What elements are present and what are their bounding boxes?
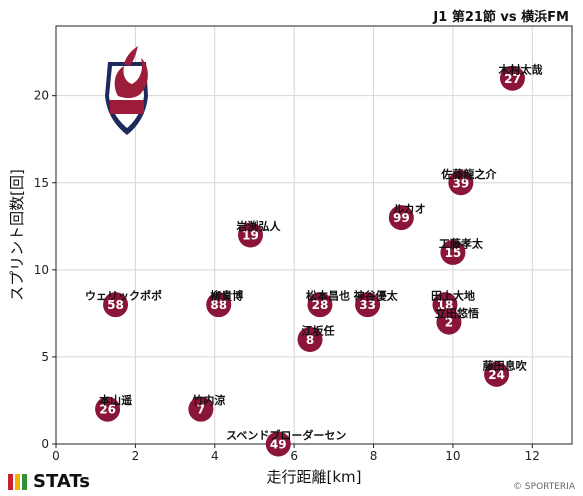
player-marker [484,361,510,387]
player-name-label: 松本昌也 [306,289,350,303]
player-marker [103,292,129,318]
stats-logo-bar-green [22,473,27,490]
y-tick-label: 20 [34,89,49,103]
player-name-label: 竹内涼 [191,393,225,407]
player-marker [448,170,474,196]
player-marker [388,205,414,231]
x-tick-label: 8 [370,449,378,463]
player-number-label: 8 [306,333,314,347]
player-number-label: 58 [107,298,124,312]
chart-header-title: J1 第21節 vs 横浜FM [433,10,569,25]
player-name-label: 江坂任 [302,324,335,338]
player-number-label: 39 [453,176,470,190]
stats-brand-text: STATs [33,471,90,492]
player-number-label: 27 [504,72,521,86]
player-number-label: 28 [312,298,329,312]
player-name-label: ウェリックポポ [85,289,162,303]
stats-logo-bar-red [8,473,13,490]
player-marker [355,292,381,318]
player-marker [436,309,462,335]
y-tick-label: 10 [34,263,49,277]
stats-logo-bar-yellow [15,473,20,490]
y-tick-label: 5 [41,350,49,364]
player-name-label: 佐藤龍之介 [440,167,497,181]
player-name-label: 立田悠悟 [435,306,479,320]
player-name-label: 工藤孝太 [439,236,484,250]
x-tick-label: 6 [290,449,298,463]
player-name-label: スベンドブローダーセン [226,428,346,442]
player-marker [237,222,263,248]
player-number-label: 24 [488,368,505,382]
y-tick-label: 15 [34,176,49,190]
player-name-label: 神谷優太 [354,289,399,303]
x-tick-label: 2 [132,449,140,463]
x-tick-label: 10 [445,449,460,463]
player-name-label: 本山遥 [99,393,132,407]
player-name-label: 田上大地 [431,289,475,303]
player-number-label: 15 [445,246,462,260]
player-number-label: 18 [437,298,454,312]
player-marker [95,396,121,422]
player-name-label: 柳貴博 [210,289,243,303]
player-marker [307,292,333,318]
team-crest-icon [105,46,148,135]
player-number-label: 88 [210,298,227,312]
player-number-label: 2 [445,316,453,330]
stats-brand: STATs [8,471,90,492]
x-axis-title: 走行距離[km] [266,468,361,486]
player-number-label: 49 [270,438,287,452]
player-marker [440,239,466,265]
player-marker [297,327,323,352]
player-number-label: 33 [359,298,376,312]
x-tick-label: 12 [525,449,540,463]
player-name-label: 藤田息吹 [483,358,528,372]
player-name-label: 木村太哉 [497,62,542,76]
y-tick-label: 0 [41,437,49,451]
player-marker [188,396,214,422]
player-number-label: 26 [99,403,116,417]
x-tick-label: 0 [52,449,60,463]
plot-frame [55,25,573,445]
player-marker [265,431,291,457]
player-number-label: 7 [197,403,205,417]
x-tick-label: 4 [211,449,219,463]
stats-logo-icon [8,473,27,490]
player-marker [206,292,232,318]
player-number-label: 19 [242,229,259,243]
player-number-label: 99 [393,211,410,225]
y-axis-title: スプリント回数[回] [8,169,26,301]
copyright-text: © SPORTERIA [513,482,575,492]
player-name-label: ルカオ [393,203,426,216]
player-name-label: 岩渕弘人 [235,219,281,233]
player-marker [499,65,525,91]
